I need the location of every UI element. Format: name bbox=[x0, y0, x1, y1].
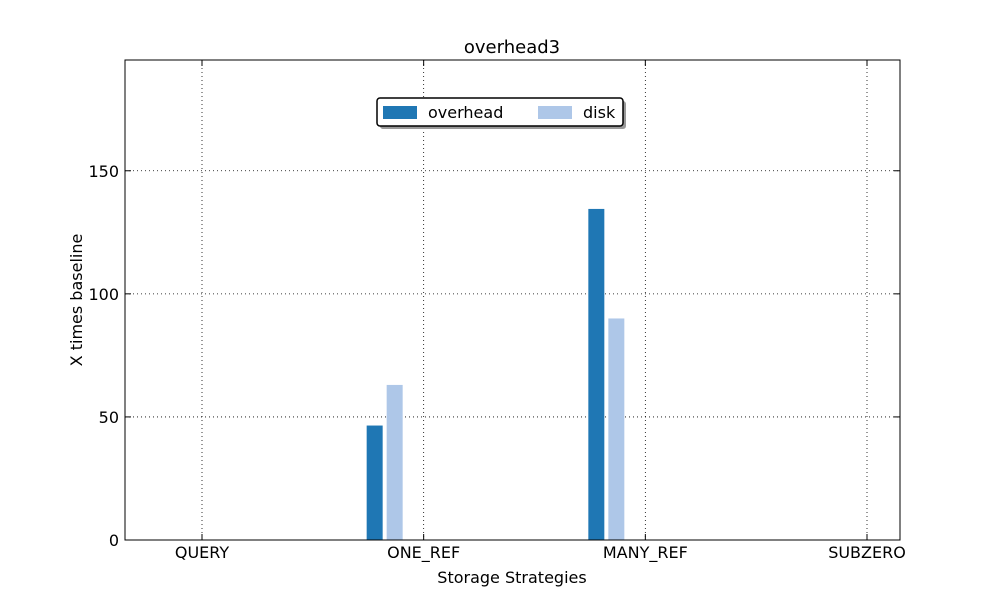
legend-label-disk: disk bbox=[583, 103, 616, 122]
x-tick-label: ONE_REF bbox=[387, 543, 460, 563]
plot-frame bbox=[124, 59, 901, 541]
legend-label-overhead: overhead bbox=[428, 103, 503, 122]
bars bbox=[366, 208, 625, 540]
chart-title: overhead3 bbox=[464, 37, 560, 58]
x-tick-label: QUERY bbox=[175, 543, 230, 562]
bar-overhead-one_ref bbox=[366, 425, 383, 540]
bar-disk-one_ref bbox=[386, 384, 403, 540]
x-axis-label: Storage Strategies bbox=[437, 568, 586, 587]
bar-overhead-many_ref bbox=[588, 208, 605, 540]
y-tick-label: 0 bbox=[109, 531, 119, 550]
y-tick-label: 150 bbox=[88, 162, 119, 181]
legend-swatch-disk bbox=[538, 106, 572, 119]
grid-lines bbox=[125, 60, 900, 540]
legend-swatch-overhead bbox=[383, 106, 417, 119]
x-tick-label: SUBZERO bbox=[828, 543, 906, 562]
y-tick-label: 100 bbox=[88, 285, 119, 304]
legend: overhead disk bbox=[376, 97, 626, 129]
tick-labels: 0 50 100 150 QUERY ONE_REF MANY_REF SUBZERO bbox=[88, 162, 905, 563]
x-tick-label: MANY_REF bbox=[603, 543, 688, 563]
axis-ticks bbox=[125, 60, 900, 541]
bar-disk-many_ref bbox=[608, 318, 625, 540]
y-axis-label: X times baseline bbox=[67, 234, 86, 367]
y-tick-label: 50 bbox=[99, 408, 119, 427]
